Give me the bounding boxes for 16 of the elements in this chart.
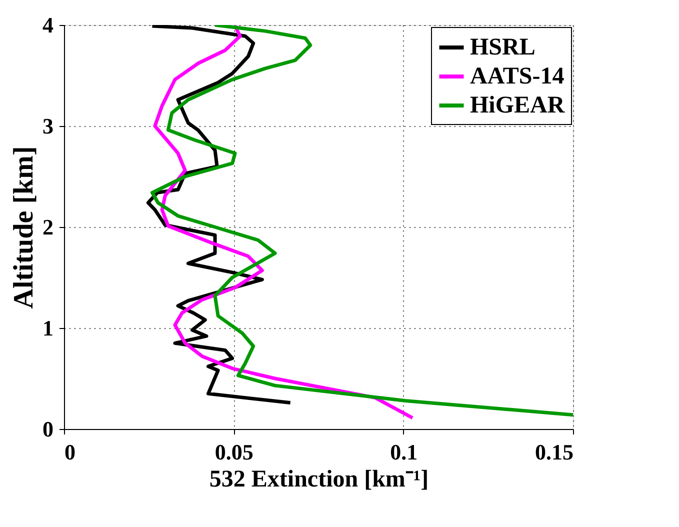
line-series [150, 25, 573, 417]
x-axis-title: 532 Extinction [km⁻¹] [209, 466, 429, 492]
y-tick-label: 4 [42, 12, 54, 38]
legend-label: HiGEAR [470, 92, 566, 118]
x-tick-label: 0 [64, 440, 76, 464]
y-tick-label: 0 [42, 416, 54, 442]
y-tick-label: 2 [42, 214, 54, 240]
line-series [153, 25, 414, 420]
x-tick-label: 0.1 [390, 440, 418, 464]
legend-label: HSRL [470, 34, 536, 60]
legend-label: AATS-14 [470, 64, 564, 90]
x-tick-label: 0.15 [535, 440, 574, 464]
y-tick-label: 1 [42, 316, 54, 340]
x-tick-label: 0.05 [214, 440, 254, 464]
y-axis-title: Altitude [km] [8, 146, 40, 309]
y-tick-label: 3 [42, 114, 54, 138]
